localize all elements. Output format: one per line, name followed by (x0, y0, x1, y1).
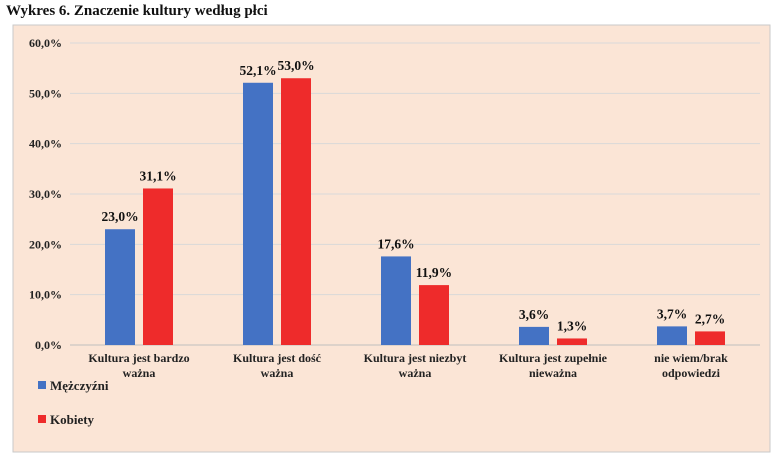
bar (105, 229, 135, 345)
legend-swatch (38, 415, 46, 423)
legend-swatch (38, 381, 46, 389)
bar (419, 285, 449, 345)
bar (519, 326, 549, 345)
y-tick-label: 20,0% (29, 237, 62, 251)
bar (243, 82, 273, 345)
bar (381, 256, 411, 345)
y-tick-label: 30,0% (29, 187, 62, 201)
y-tick-label: 10,0% (29, 288, 62, 302)
category-label: Kultura jest bardzo (88, 351, 189, 365)
category-label: nie wiem/brak (654, 351, 728, 365)
chart-title: Wykres 6. Znaczenie kultury według płci (6, 3, 268, 19)
data-label: 2,7% (695, 311, 725, 326)
category-label: Kultura jest dość (233, 351, 322, 365)
data-label: 17,6% (377, 236, 414, 251)
category-label: Kultura jest zupełnie (499, 351, 608, 365)
category-label: ważna (123, 366, 156, 380)
data-label: 23,0% (101, 209, 138, 224)
data-label: 31,1% (139, 168, 176, 183)
y-tick-label: 0,0% (35, 338, 62, 352)
bar (695, 331, 725, 345)
bar (143, 188, 173, 345)
bar (557, 338, 587, 345)
category-label: odpowiedzi (662, 366, 721, 380)
data-label: 1,3% (557, 318, 587, 333)
y-tick-label: 60,0% (29, 36, 62, 50)
chart-area (12, 24, 771, 453)
category-label: Kultura jest niezbyt (364, 351, 467, 365)
bar (657, 326, 687, 345)
data-label: 11,9% (416, 265, 452, 280)
data-label: 53,0% (277, 58, 314, 73)
y-tick-label: 40,0% (29, 137, 62, 151)
category-label: nieważna (529, 366, 577, 380)
legend-label: Mężczyźni (50, 378, 109, 393)
bar (281, 78, 311, 345)
legend-label: Kobiety (50, 412, 95, 427)
data-label: 3,7% (657, 306, 687, 321)
data-label: 52,1% (239, 63, 276, 78)
category-label: ważna (261, 366, 294, 380)
y-tick-label: 50,0% (29, 86, 62, 100)
category-label: ważna (399, 366, 432, 380)
data-label: 3,6% (519, 307, 549, 322)
